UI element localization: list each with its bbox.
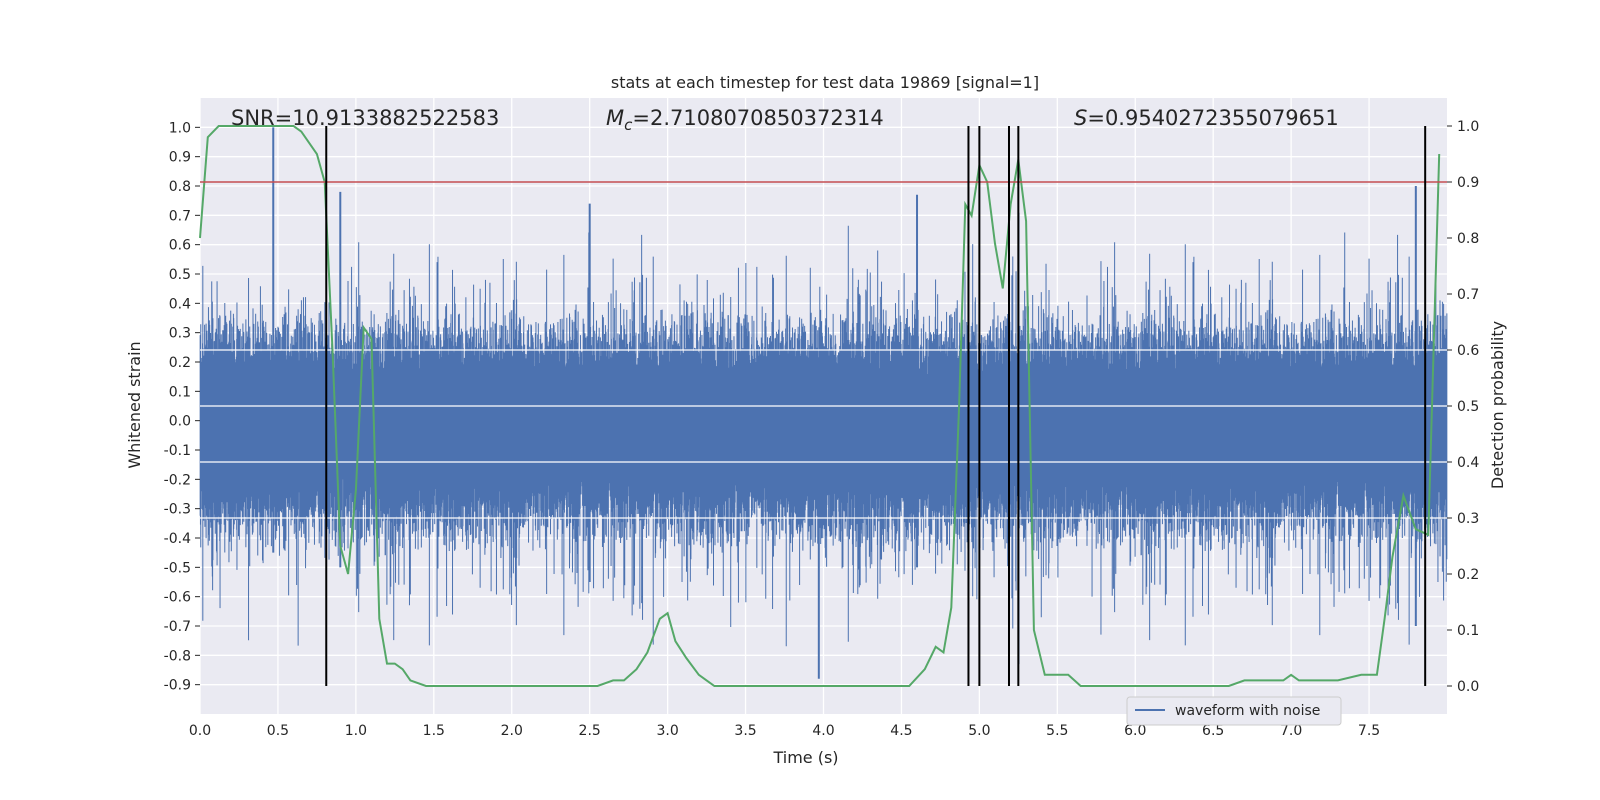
y2-tick-label: 0.6 [1457,343,1479,359]
event-markers [325,126,1427,686]
y-tick-label: 1.0 [169,120,191,136]
x-tick-label: 4.0 [812,723,834,739]
x-tick-label: 6.5 [1202,723,1224,739]
chirp-mass-annotation: Mc=2.7108070850372314 [606,106,884,134]
waveform-noise [199,212,1448,665]
y-tick-label: 0.9 [169,150,191,166]
x-axis-label: Time (s) [772,748,838,767]
legend-box [1126,696,1342,726]
y2-tick-label: 0.7 [1457,287,1479,303]
x-tick-label: 3.0 [656,723,678,739]
legend-label: waveform with noise [1175,703,1320,719]
y2-tick-label: 0.4 [1457,455,1479,471]
x-tick-label: 7.0 [1280,723,1302,739]
y-tick-label: -0.4 [164,531,191,547]
x-tick-label: 5.5 [1046,723,1068,739]
y-tick-label: -0.7 [164,619,191,635]
y-axis-label: Whitened strain [125,341,144,468]
chart-title: stats at each timestep for test data 198… [611,73,1039,92]
y-tick-label: 0.5 [169,267,191,283]
y-tick-label: -0.6 [164,590,191,606]
y-tick-label: 0.0 [169,414,191,430]
x-tick-label: 4.5 [890,723,912,739]
y2-tick-label: 0.0 [1457,679,1479,695]
y-tick-label: -0.8 [164,648,191,664]
x-tick-label: 0.5 [267,723,289,739]
y-tick-labels: 1.0 0.9 0.8 0.7 0.6 0.5 0.4 0.3 0.2 0.1 0.0 -0.1 -0.… [164,120,200,694]
legend: waveform with noise [1126,696,1342,726]
y-tick-label: 0.8 [169,179,191,195]
y-tick-label: 0.3 [169,326,191,342]
y2-tick-label: 0.1 [1457,623,1479,639]
y2-tick-label: 0.9 [1457,175,1479,191]
y2-tick-label: 0.3 [1457,511,1479,527]
score-annotation: S=0.9540272355079651 [1074,106,1339,130]
detection-probability-line [199,125,1441,687]
x-tick-label: 7.5 [1358,723,1380,739]
y-tick-label: 0.1 [169,384,191,400]
y-tick-label: -0.3 [164,502,191,518]
y-tick-label: 0.6 [169,238,191,254]
y-tick-label: 0.2 [169,355,191,371]
y-tick-label: 0.4 [169,296,191,312]
y2-tick-label: 1.0 [1457,119,1479,135]
y-tick-label: -0.2 [164,472,191,488]
y-tick-label: -0.5 [164,560,191,576]
snr-annotation: SNR=10.9133882522583 [231,106,499,130]
y2-tick-label: 0.8 [1457,231,1479,247]
x-tick-label: 2.0 [501,723,523,739]
x-tick-label: 1.0 [345,723,367,739]
x-tick-label: 0.0 [189,723,211,739]
x-tick-label: 5.0 [968,723,990,739]
x-tick-label: 6.0 [1124,723,1146,739]
x-tick-labels: 0.0 0.5 1.0 1.5 2.0 2.5 3.0 3.5 4.0 4.5 5.0 5.5 6.0 6… [189,723,1380,739]
y2-axis-label: Detection probability [1488,321,1507,489]
y-tick-label: -0.9 [164,678,191,694]
x-tick-label: 3.5 [734,723,756,739]
waveform-series [199,127,1448,679]
y2-tick-label: 0.5 [1457,399,1479,415]
y2-tick-labels: 1.0 0.9 0.8 0.7 0.6 0.5 0.4 0.3 0.2 0.1 0.0 [1447,119,1479,695]
x-tick-label: 2.5 [579,723,601,739]
y2-tick-label: 0.2 [1457,567,1479,583]
y-tick-label: -0.1 [164,443,191,459]
x-tick-label: 1.5 [423,723,445,739]
y-tick-label: 0.7 [169,208,191,224]
